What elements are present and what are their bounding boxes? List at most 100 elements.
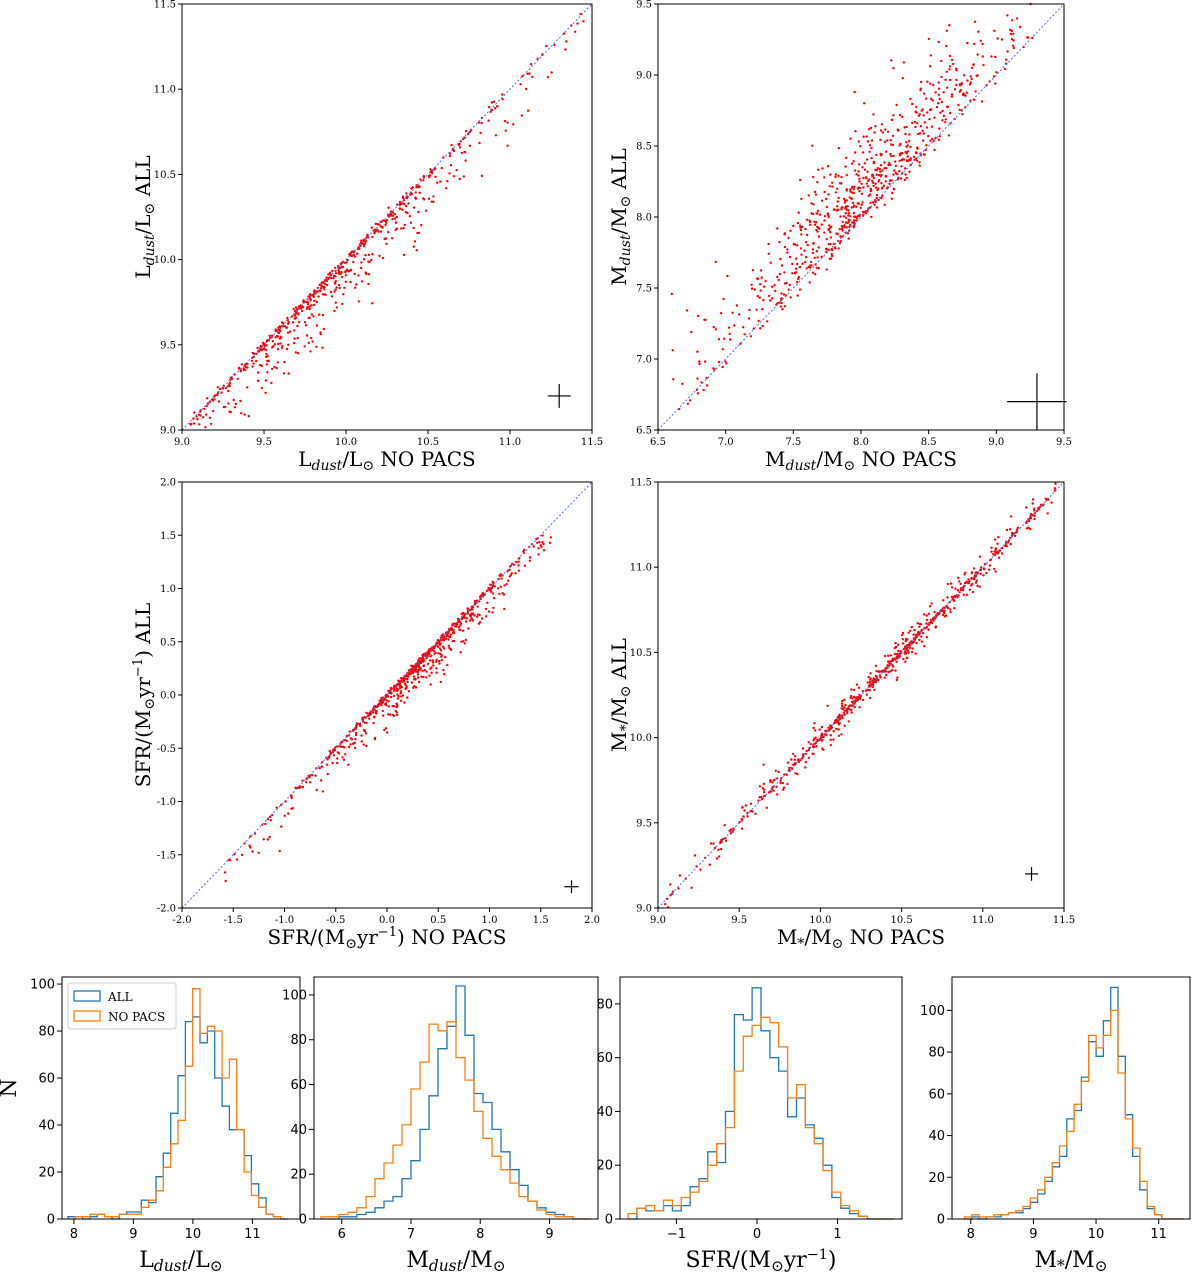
scatter-point [832, 730, 835, 733]
scatter-point [903, 126, 906, 129]
scatter-point [915, 642, 918, 645]
scatter-point [278, 849, 281, 853]
scatter-point [282, 372, 286, 375]
scatter-point [1012, 39, 1015, 42]
scatter-point [1009, 32, 1013, 36]
scatter-point [918, 164, 921, 167]
scatter-point [880, 182, 883, 185]
scatter-point [257, 851, 260, 854]
scatter-point [889, 163, 892, 166]
scatter-point [851, 201, 855, 205]
scatter-point [1031, 498, 1035, 501]
scatter-point [405, 686, 408, 690]
scatter-point [756, 294, 759, 298]
scatter-point [937, 81, 940, 84]
scatter-point [877, 198, 880, 202]
scatter-point [705, 384, 709, 387]
scatter-point [440, 636, 443, 639]
scatter-point [480, 174, 484, 178]
y-tick-label: 20 [928, 1171, 945, 1186]
scatter-point [373, 705, 376, 708]
scatter-point [801, 757, 804, 760]
scatter-point [928, 108, 932, 112]
x-tick-label: 7.5 [785, 437, 801, 448]
scatter-point [325, 280, 328, 283]
x-tick-label: 10.0 [335, 437, 357, 448]
scatter-point [982, 574, 985, 577]
scatter-point [308, 307, 311, 311]
scatter-point [412, 226, 415, 230]
scatter-point [992, 75, 996, 78]
scatter-point [350, 254, 354, 258]
scatter-point [377, 230, 380, 233]
scatter-point [893, 652, 897, 656]
scatter-point [484, 615, 488, 618]
scatter-point [859, 206, 862, 209]
scatter-point [927, 37, 931, 41]
scatter-point [841, 716, 844, 720]
scatter-point [917, 114, 920, 118]
y-tick-label: 40 [596, 1105, 613, 1120]
scatter-point [945, 29, 949, 32]
scatter-point [863, 168, 867, 171]
scatter-point [870, 139, 874, 142]
scatter-point [816, 180, 819, 184]
scatter-point [439, 649, 443, 652]
scatter-point [698, 360, 701, 363]
scatter-point [814, 273, 817, 276]
y-tick-label: 1.0 [160, 584, 176, 595]
scatter-point [982, 63, 985, 67]
scatter-point [903, 167, 907, 170]
scatter-point [843, 698, 846, 701]
scatter-point [436, 181, 439, 184]
scatter-point [361, 716, 364, 719]
scatter-point [865, 177, 868, 180]
scatter-point [444, 655, 447, 659]
scatter-point [820, 223, 823, 226]
scatter-point [303, 321, 307, 324]
scatter-point [203, 407, 206, 411]
scatter-point [309, 350, 312, 353]
scatter-point [792, 242, 795, 246]
scatter-point [1050, 501, 1053, 504]
legend-label: ALL [107, 990, 133, 1004]
scatter-point [821, 167, 824, 170]
scatter-point [891, 191, 894, 195]
scatter-point [456, 617, 460, 621]
scatter-point [457, 143, 461, 147]
scatter-point [448, 172, 451, 175]
scatter-point [335, 286, 338, 289]
scatter-point [996, 37, 999, 40]
scatter-point [988, 568, 991, 571]
scatter-point [344, 753, 347, 756]
scatter-point [379, 230, 383, 233]
scatter-point [918, 638, 921, 642]
scatter-point [868, 144, 872, 147]
scatter-point [443, 673, 446, 676]
scatter-point [929, 65, 932, 68]
scatter-point [392, 704, 396, 708]
scatter-point [430, 671, 433, 674]
scatter-point [1018, 25, 1022, 29]
scatter-point [793, 762, 797, 765]
scatter-point [851, 221, 854, 224]
scatter-point [487, 119, 490, 122]
y-axis-label: SFR/(M⊙yr−1) ALL [131, 603, 158, 788]
scatter-point [846, 712, 849, 715]
scatter-point [690, 886, 693, 889]
scatter-point [1044, 497, 1048, 500]
scatter-point [417, 680, 421, 684]
scatter-point [988, 564, 992, 567]
scatter-point [901, 115, 904, 119]
scatter-point [884, 670, 888, 673]
scatter-point [778, 272, 782, 276]
plot-frame [313, 976, 599, 1220]
scatter-point [414, 670, 418, 673]
scatter-point [391, 218, 394, 221]
scatter-point [836, 233, 839, 236]
scatter-point [756, 277, 759, 280]
scatter-point [866, 210, 869, 213]
scatter-point [442, 668, 445, 672]
scatter-point [727, 326, 731, 329]
